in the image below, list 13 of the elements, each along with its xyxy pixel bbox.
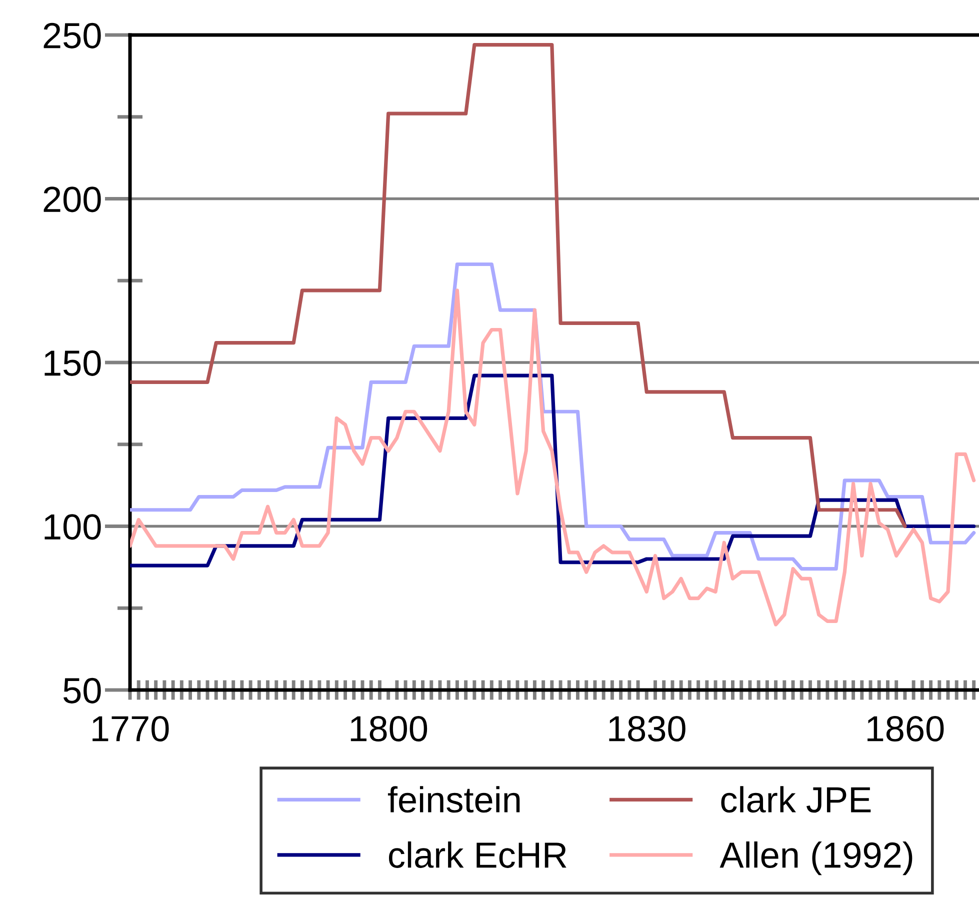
x-tick-label: 1800 — [350, 716, 428, 742]
x-tick-label: 1770 — [92, 716, 169, 742]
legend-label: clark EcHR — [388, 841, 566, 868]
y-tick-label: 100 — [44, 514, 101, 540]
legend-label: clark JPE — [721, 786, 871, 813]
y-tick-label: 200 — [44, 186, 101, 212]
y-tick-label: 150 — [44, 350, 101, 376]
x-tick-label: 1830 — [609, 716, 686, 742]
y-tick-label: 50 — [64, 678, 101, 704]
legend-label: feinstein — [388, 786, 520, 813]
legend-label: Allen (1992) — [720, 841, 912, 876]
y-tick-label: 250 — [44, 22, 101, 48]
x-tick-label: 1860 — [868, 716, 944, 742]
